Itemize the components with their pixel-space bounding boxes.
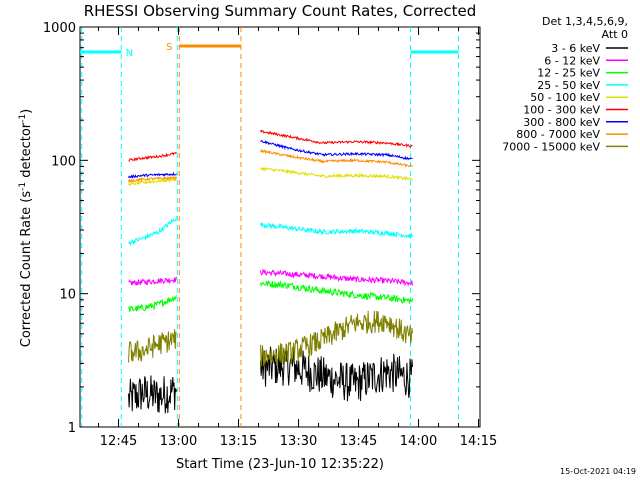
plot-area — [79, 26, 481, 428]
plot-frame — [79, 26, 481, 428]
series-line — [128, 171, 177, 180]
y-tick-label: 100 — [51, 154, 76, 169]
legend-entry-label: 50 - 100 keV — [530, 91, 600, 104]
axes-layer: 12:45 13:00 13:15 13:30 13:45 14:00 14:15 1 10 10… — [43, 21, 497, 449]
series-line — [128, 375, 178, 414]
y-axis-label: Corrected Count Rate (s-1 detector-1) — [18, 109, 34, 347]
x-tick-label: 13:00 — [160, 434, 197, 449]
x-tick-label: 13:45 — [340, 434, 377, 449]
series-line — [260, 129, 413, 148]
y-axis-label-sup2: -1 — [18, 114, 28, 123]
legend-entry-label: 100 - 300 keV — [523, 104, 600, 117]
series-line — [128, 276, 178, 286]
flags-layer: NS — [80, 27, 460, 427]
legend-entry-label: 12 - 25 keV — [537, 67, 600, 80]
legend-entry-label: 800 - 7000 keV — [516, 128, 600, 141]
series-line — [260, 280, 414, 304]
series-line — [128, 175, 177, 184]
legend-entry-label: 7000 - 15000 keV — [502, 140, 600, 153]
y-axis-label-sup1: -1 — [18, 182, 28, 191]
series-line — [128, 329, 177, 363]
series-line — [260, 268, 414, 287]
x-tick-label: 14:00 — [400, 434, 437, 449]
series-line — [260, 139, 413, 161]
footer-timestamp: 15-Oct-2021 04:19 — [560, 467, 636, 476]
series-line — [128, 216, 178, 246]
legend-header-detectors: Det 1,3,4,5,6,9, — [542, 15, 628, 28]
legend-entry-label: 300 - 800 keV — [523, 116, 600, 129]
x-tick-label: 12:45 — [100, 434, 137, 449]
legend-entry-label: 3 - 6 keV — [551, 42, 600, 55]
y-axis-label-main: Corrected Count Rate (s — [19, 191, 34, 348]
series-line — [260, 310, 414, 367]
series-layer — [128, 129, 414, 414]
x-tick-label: 14:15 — [460, 434, 497, 449]
x-tick-label: 13:30 — [280, 434, 317, 449]
series-line — [128, 295, 177, 313]
y-tick-label: 1000 — [43, 21, 76, 36]
legend-entry-label: 25 - 50 keV — [537, 79, 600, 92]
flag-label-n: N — [126, 48, 133, 59]
legend-entry-label: 6 - 12 keV — [544, 54, 600, 67]
legend-header-attenuator: Att 0 — [602, 28, 628, 41]
x-axis-label: Start Time (23-Jun-10 12:35:22) — [176, 457, 384, 472]
flag-label-s: S — [166, 42, 172, 53]
series-line — [128, 151, 177, 162]
y-tick-label: 10 — [59, 288, 76, 303]
series-line — [260, 166, 413, 181]
y-tick-label: 1 — [68, 421, 76, 436]
series-line — [260, 222, 414, 239]
chart-title: RHESSI Observing Summary Count Rates, Co… — [84, 2, 477, 20]
x-tick-label: 13:15 — [220, 434, 257, 449]
y-axis-label-mid: detector — [19, 122, 34, 182]
series-line — [260, 148, 413, 168]
y-axis-label-end: ) — [19, 109, 34, 114]
series-line — [128, 176, 177, 187]
